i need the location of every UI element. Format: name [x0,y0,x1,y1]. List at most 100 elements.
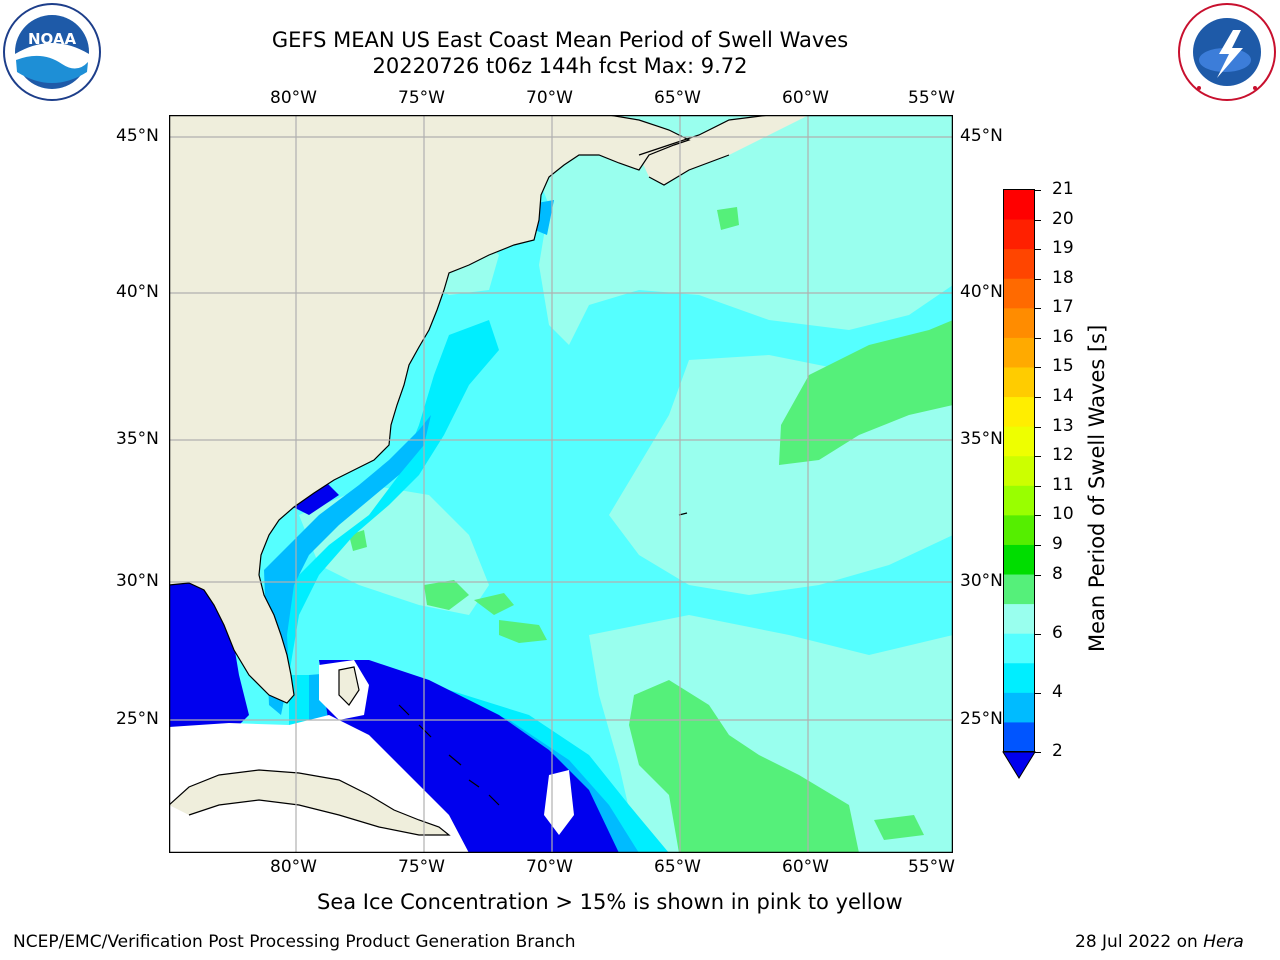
colorbar-tick-label: 18 [1052,267,1074,288]
colorbar-tick-label: 8 [1052,563,1063,584]
lon-label-bottom: 70°W [526,857,573,877]
lat-label-left: 30°N [116,571,159,591]
lon-label-top: 55°W [908,88,955,108]
land-mass [169,115,689,703]
period-band-9-10 [779,320,953,465]
period-band-9-10 [474,593,514,615]
colorbar-segment [1004,722,1034,753]
lon-label-top: 75°W [398,88,445,108]
colorbar-tick-label: 6 [1052,622,1063,643]
colorbar-tick-label: 4 [1052,681,1063,702]
colorbar-tick [1035,249,1041,251]
coastline [338,666,360,706]
colorbar-segment [1004,278,1034,309]
colorbar-segment [1004,367,1034,398]
colorbar-segment [1004,397,1034,428]
period-band-under-2 [319,660,619,853]
lon-label-top: 80°W [270,88,317,108]
colorbar-tick [1035,515,1041,517]
colorbar-segment [1004,692,1034,723]
colorbar-tick [1035,633,1041,635]
lon-label-top: 65°W [654,88,701,108]
chart-subtitle: 20220726 t06z 144h fcst Max: 9.72 [372,54,748,78]
colorbar-tick [1035,397,1041,399]
period-band-4-6 [279,320,499,705]
lon-label-bottom: 60°W [782,857,829,877]
colorbar-tick-label: 15 [1052,356,1074,377]
colorbar-tick [1035,456,1041,458]
colorbar-tick-label: 19 [1052,238,1074,259]
colorbar-segment [1004,308,1034,339]
lon-label-bottom: 65°W [654,857,701,877]
colorbar-segment [1004,337,1034,368]
lat-label-left: 40°N [116,282,159,302]
colorbar-tick [1035,752,1041,753]
chart-title: GEFS MEAN US East Coast Mean Period of S… [271,28,849,52]
colorbar-segment [1004,515,1034,546]
colorbar-segment [1004,604,1034,635]
colorbar-tick [1035,485,1041,487]
colorbar-tick-label: 21 [1052,179,1074,199]
coastline [169,115,691,704]
footer-date-text: 28 Jul 2022 on [1075,932,1204,952]
footer-host: Hera [1203,932,1244,952]
lon-label-top: 70°W [526,88,573,108]
colorbar-tick [1035,367,1041,369]
colorbar-tick-label: 17 [1052,297,1074,318]
period-band-9-10 [874,815,924,840]
colorbar-tick-label: 13 [1052,415,1074,436]
colorbar-under-triangle [1002,751,1036,779]
land-mass [169,770,449,835]
colorbar-tick [1035,544,1041,546]
footer-date: 28 Jul 2022 on Hera [1075,932,1244,952]
period-band-9-10 [424,580,469,610]
lat-label-right: 35°N [960,429,1003,449]
lat-label-right: 40°N [960,282,1003,302]
period-band-8-9 [529,115,953,345]
period-band-9-10 [717,207,739,230]
colorbar-segment [1004,544,1034,576]
lat-label-left: 35°N [116,429,159,449]
footer-credit: NCEP/EMC/Verification Post Processing Pr… [13,932,576,952]
colorbar-segment [1004,190,1034,221]
coastline [169,769,451,836]
coastline [398,704,500,806]
colorbar-tick-label: 2 [1052,741,1063,761]
colorbar-segment [1004,633,1034,664]
land-mass [339,667,359,705]
map-frame [168,114,954,854]
lon-label-bottom: 75°W [398,857,445,877]
noaa-logo: NOAA [2,2,102,102]
colorbar-tick-label: 9 [1052,533,1063,554]
colorbar-segment [1004,426,1034,457]
colorbar-tick-label: 20 [1052,208,1074,229]
graticule [169,115,953,853]
colorbar-tick [1035,426,1041,428]
colorbar-tick-label: 11 [1052,474,1074,495]
lat-label-right: 25°N [960,709,1003,729]
sea-ice-caption: Sea Ice Concentration > 15% is shown in … [317,890,903,914]
colorbar-segment [1004,456,1034,487]
noaa-logo-text: NOAA [28,30,77,48]
colorbar-tick-label: 12 [1052,445,1074,466]
lon-label-bottom: 80°W [270,857,317,877]
period-band-9-10 [629,680,859,853]
colorbar-tick-label: 16 [1052,326,1074,347]
lat-label-right: 30°N [960,571,1003,591]
colorbar-tick-label: 14 [1052,386,1074,407]
lon-label-top: 60°W [782,88,829,108]
colorbar-tick [1035,574,1041,576]
lat-label-right: 45°N [960,126,1003,146]
coastline [638,115,770,186]
colorbar-segment [1004,249,1034,280]
swell-period-map [168,114,954,854]
colorbar-tick [1035,190,1041,191]
colorbar-tick [1035,219,1041,221]
colorbar-title: Mean Period of Swell Waves [s] [1085,324,1109,652]
colorbar-tick [1035,278,1041,280]
colorbar-segment [1004,574,1034,605]
colorbar-segment [1004,663,1034,694]
national-weather-service-logo [1177,2,1277,102]
colorbar [1000,186,1040,786]
lat-label-left: 25°N [116,709,159,729]
